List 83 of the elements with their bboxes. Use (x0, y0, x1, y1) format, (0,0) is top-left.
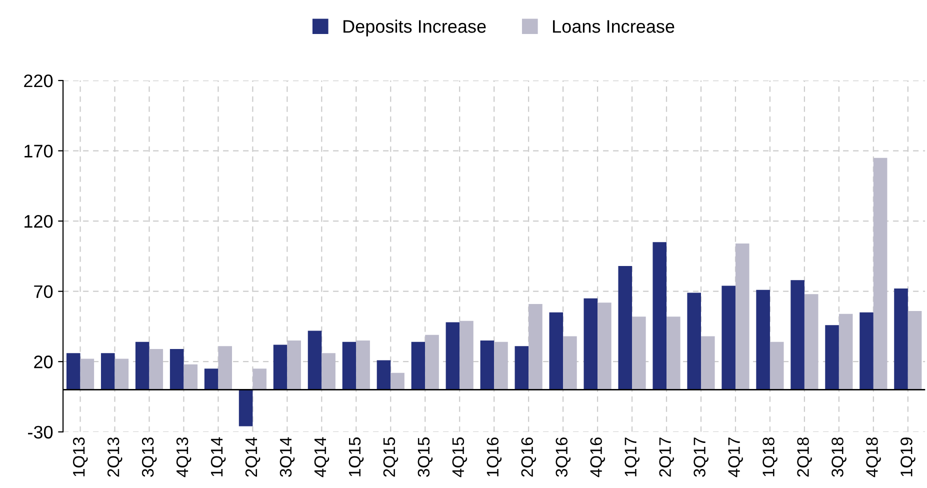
bar (804, 294, 818, 390)
bar (700, 336, 715, 390)
bar (894, 288, 908, 390)
x-tick-label: 3Q18 (832, 437, 846, 477)
bar (390, 372, 404, 390)
x-tick-label: 3Q14 (280, 437, 295, 477)
x-tick-label: 4Q17 (728, 438, 743, 478)
bar (825, 325, 839, 390)
bar (860, 312, 874, 390)
x-tick-label: 1Q14 (210, 437, 226, 476)
y-tick-label: 220 (24, 74, 53, 88)
bar (252, 368, 266, 390)
bar (460, 320, 474, 390)
x-tick-label: 4Q18 (866, 437, 881, 478)
bar (238, 390, 253, 426)
x-tick-label: 4Q15 (452, 437, 468, 478)
bar (218, 346, 232, 390)
bar (908, 311, 922, 390)
x-tick-label: 2Q14 (245, 437, 260, 477)
bar (735, 244, 750, 390)
x-tick-label: 3Q13 (142, 437, 157, 477)
bar (632, 316, 646, 390)
x-tick-label: 2Q17 (659, 438, 674, 477)
bar (356, 340, 370, 390)
bar (287, 340, 301, 390)
x-tick-label: 4Q13 (176, 437, 192, 478)
x-tick-label: 1Q17 (624, 438, 640, 476)
x-tick-label: 4Q16 (590, 437, 606, 478)
legend-label: Loans Increase (553, 20, 674, 33)
bar (322, 353, 336, 390)
bar (342, 342, 356, 390)
x-tick-label: 1Q13 (72, 437, 88, 476)
bar (687, 292, 701, 390)
legend-label: Deposits Increase (344, 20, 486, 36)
bar (376, 360, 391, 390)
bar (873, 158, 888, 390)
bar (135, 342, 150, 390)
x-tick-label: 3Q15 (418, 437, 433, 477)
x-tick-label: 3Q16 (556, 437, 571, 477)
x-tick-label: 1Q18 (762, 437, 778, 476)
bar (204, 368, 218, 390)
bar (598, 302, 612, 390)
y-tick-label: 120 (24, 215, 53, 228)
y-tick-label: 70 (34, 285, 53, 298)
bar (184, 364, 198, 390)
bar (722, 286, 736, 390)
bar (549, 312, 564, 390)
bar (114, 358, 129, 390)
bar (770, 342, 784, 390)
bar (756, 290, 770, 390)
y-tick-label: 20 (34, 356, 53, 368)
x-tick-label: 2Q15 (383, 437, 398, 477)
x-tick-label: 1Q16 (486, 437, 502, 476)
bar (411, 342, 426, 390)
x-tick-label: 1Q15 (348, 437, 364, 476)
y-tick-label: 170 (24, 144, 53, 158)
bar (563, 336, 577, 390)
bar (514, 346, 529, 390)
bar (273, 344, 288, 390)
bar (446, 322, 460, 390)
x-tick-label: 2Q18 (797, 437, 812, 477)
bar (100, 353, 115, 390)
x-tick-label: 4Q14 (314, 437, 330, 478)
bar (790, 280, 804, 390)
bar (425, 334, 439, 390)
x-tick-label: 2Q16 (521, 437, 536, 477)
bar (618, 266, 632, 390)
bar (480, 340, 494, 390)
bar (80, 358, 94, 390)
y-tick-label: -30 (28, 426, 53, 439)
bar (666, 316, 680, 390)
bar (308, 330, 322, 390)
bar (494, 342, 508, 390)
bar (149, 348, 164, 390)
bar (652, 242, 667, 390)
x-tick-label: 1Q19 (900, 438, 916, 476)
bar (170, 348, 184, 390)
bar (838, 314, 853, 390)
x-tick-label: 2Q13 (107, 437, 122, 477)
bar (584, 298, 598, 390)
bar (528, 304, 542, 390)
bar (66, 353, 80, 390)
x-tick-label: 3Q17 (694, 438, 708, 477)
